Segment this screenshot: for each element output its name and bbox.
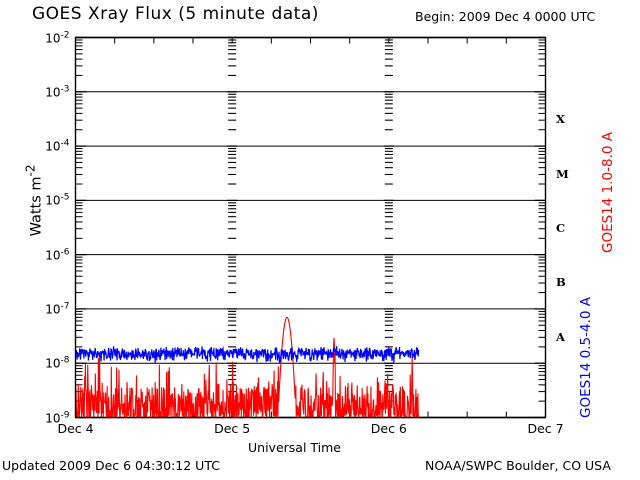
y-tick-label: 10-5 [45,192,70,208]
x-tick-label: Dec 5 [214,421,251,436]
begin-time-label: Begin: 2009 Dec 4 0000 UTC [415,9,596,24]
flare-class-A: A [556,329,565,344]
y-tick-label: 10-9 [45,410,70,425]
y-axis-label-exponent: -2 [23,164,38,177]
y-axis-label: Watts m-2 [24,140,45,260]
trace-long-channel [74,316,420,420]
flare-class-X: X [556,112,565,127]
y-tick-label: 10-2 [45,30,70,45]
plot-frame [74,36,547,419]
legend-long-channel: GOES14 1.0-8.0 A [600,132,616,253]
updated-timestamp: Updated 2009 Dec 6 04:30:12 UTC [2,458,220,473]
day-marker-ticks [114,36,507,418]
x-tick-label: Dec 4 [57,421,94,436]
y-tick-label: 10-4 [45,138,70,154]
x-tick-label: Dec 6 [370,421,407,436]
y-tick-label: 10-8 [45,355,70,371]
flare-class-M: M [556,166,569,181]
flare-class-B: B [556,275,566,290]
flare-class-C: C [556,220,566,235]
x-axis-label: Universal Time [248,440,341,455]
trace-short-channel [75,346,420,364]
y-tick-label: 10-7 [45,301,70,317]
y-tick-label: 10-3 [45,84,70,100]
x-tick-label: Dec 7 [527,421,564,436]
y-axis-label-text: Watts m [28,176,45,237]
legend-short-channel: GOES14 0.5-4.0 A [578,297,594,418]
y-tick-label: 10-6 [45,247,70,263]
source-attribution: NOAA/SWPC Boulder, CO USA [425,458,611,473]
page-title: GOES Xray Flux (5 minute data) [32,4,319,24]
